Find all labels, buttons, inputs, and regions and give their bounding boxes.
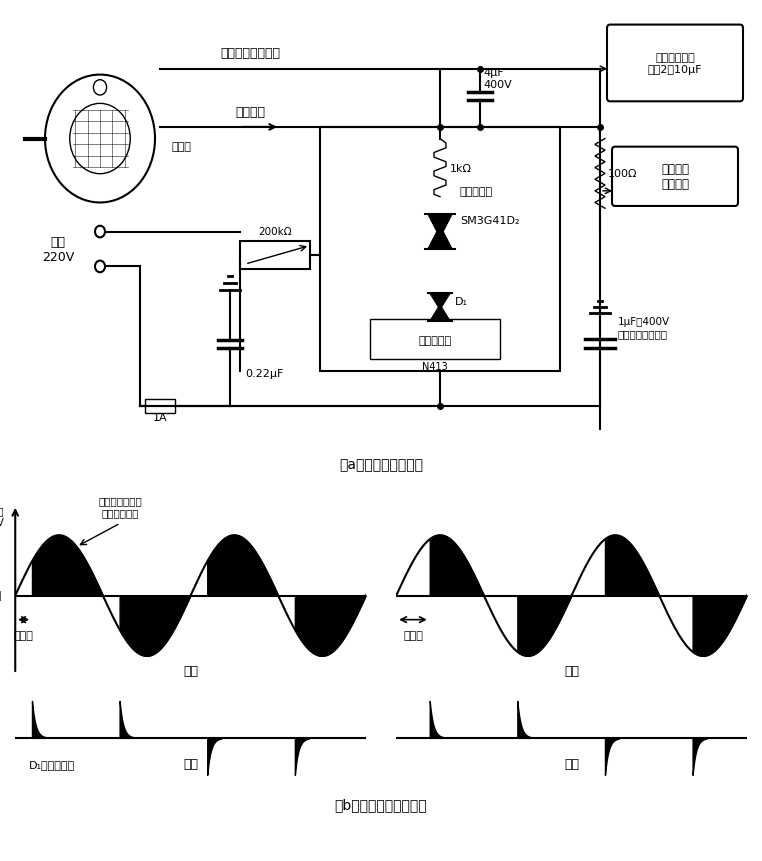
Text: 200kΩ: 200kΩ (258, 226, 292, 237)
Text: 低速: 低速 (564, 758, 579, 771)
Text: 1μF，400V
金属化纸介电容器: 1μF，400V 金属化纸介电容器 (618, 317, 670, 338)
Text: （b）晶闸管的信号波形: （b）晶闸管的信号波形 (335, 797, 427, 811)
Text: 运行绕组: 运行绕组 (235, 106, 265, 119)
Text: 高速: 高速 (183, 664, 198, 677)
Text: D₁: D₁ (455, 297, 468, 307)
Text: （a）供电电路的结构: （a）供电电路的结构 (339, 457, 423, 472)
Bar (320, 127, 560, 372)
Polygon shape (428, 226, 452, 250)
Text: 电压: 电压 (0, 591, 2, 601)
Text: 导通角: 导通角 (14, 630, 34, 640)
Text: 根据转速选择
范围2～10μF: 根据转速选择 范围2～10μF (648, 53, 703, 75)
Text: 100Ω: 100Ω (608, 170, 638, 179)
Text: N413: N413 (422, 362, 448, 371)
Text: 公共端: 公共端 (172, 142, 192, 152)
Text: 高速: 高速 (183, 758, 198, 771)
Text: 4μF
400V: 4μF 400V (483, 68, 512, 90)
Bar (370, 319, 500, 360)
Polygon shape (430, 306, 450, 322)
Text: 加到电动机绕组
上的实际电压: 加到电动机绕组 上的实际电压 (98, 496, 142, 517)
Text: SM3G41D₂: SM3G41D₂ (460, 215, 520, 226)
Text: 低速: 低速 (564, 664, 579, 677)
Text: 1A: 1A (152, 412, 168, 423)
Polygon shape (428, 215, 452, 238)
Text: 1kΩ: 1kΩ (450, 164, 472, 173)
Text: 电动机的
驱动电流: 电动机的 驱动电流 (661, 163, 689, 190)
Text: 0.22μF: 0.22μF (245, 369, 283, 379)
Text: 辅助绕组（启动）: 辅助绕组（启动） (220, 47, 280, 60)
Text: 交流
220V: 交流 220V (42, 236, 74, 263)
Bar (240, 242, 310, 269)
Bar (145, 400, 175, 413)
Text: 导通角: 导通角 (403, 630, 423, 640)
Text: 双向二极管: 双向二极管 (418, 335, 452, 345)
Text: 双向晶闸管: 双向晶闸管 (460, 187, 493, 196)
Polygon shape (430, 294, 450, 310)
Text: D₁的触发脉冲: D₁的触发脉冲 (29, 759, 75, 770)
Text: 交流
220V: 交流 220V (0, 505, 4, 527)
